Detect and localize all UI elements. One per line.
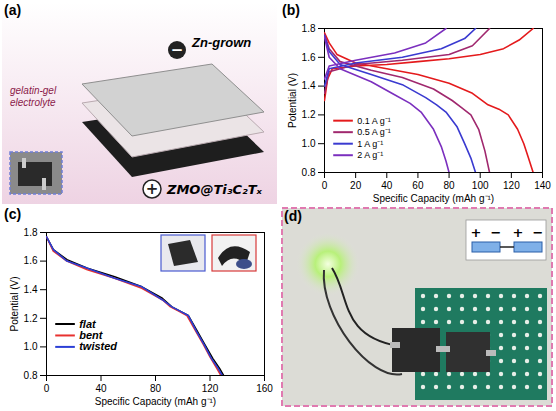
svg-text:1.8: 1.8: [302, 23, 316, 34]
svg-text:+: +: [513, 225, 524, 240]
svg-text:Potential (V): Potential (V): [287, 73, 298, 128]
svg-text:1.2: 1.2: [302, 109, 316, 120]
svg-text:60: 60: [412, 180, 424, 191]
svg-text:1.6: 1.6: [24, 255, 38, 266]
html-text:(d): (d): [284, 208, 302, 224]
svg-text:40: 40: [381, 180, 393, 191]
svg-text:0: 0: [44, 383, 50, 394]
svg-text:Specific Capacity (mAh g⁻¹): Specific Capacity (mAh g⁻¹): [373, 193, 494, 204]
svg-text:80: 80: [150, 383, 162, 394]
svg-text:−: −: [533, 225, 544, 240]
svg-text:1.4: 1.4: [24, 284, 38, 295]
html-text:(a): (a): [4, 2, 22, 18]
svg-text:1.2: 1.2: [24, 313, 38, 324]
svg-text:1.0: 1.0: [302, 138, 316, 149]
svg-text:1 A g⁻¹: 1 A g⁻¹: [357, 139, 383, 149]
svg-text:Potential (V): Potential (V): [9, 276, 20, 331]
svg-text:1.4: 1.4: [302, 80, 316, 91]
html-text:(b): (b): [282, 2, 300, 18]
svg-text:Zn-grown: Zn-grown: [191, 35, 251, 50]
svg-text:+: +: [471, 225, 482, 240]
svg-text:40: 40: [95, 383, 107, 394]
svg-text:2 A g⁻¹: 2 A g⁻¹: [357, 150, 383, 160]
svg-text:twisted: twisted: [79, 340, 117, 352]
svg-text:120: 120: [503, 180, 520, 191]
svg-text:ZMO@Ti₃C₂Tₓ: ZMO@Ti₃C₂Tₓ: [166, 182, 263, 197]
svg-text:0.1 A g⁻¹: 0.1 A g⁻¹: [357, 116, 391, 126]
svg-text:Specific Capacity (mAh g⁻¹): Specific Capacity (mAh g⁻¹): [95, 396, 216, 407]
svg-text:flat: flat: [79, 318, 97, 330]
svg-text:0.8: 0.8: [302, 167, 316, 178]
svg-text:−: −: [171, 41, 184, 59]
svg-text:0.5 A g⁻¹: 0.5 A g⁻¹: [357, 127, 391, 137]
svg-text:120: 120: [202, 383, 219, 394]
svg-text:1.0: 1.0: [24, 341, 38, 352]
svg-text:140: 140: [534, 180, 551, 191]
svg-text:20: 20: [350, 180, 362, 191]
svg-text:1.6: 1.6: [302, 52, 316, 63]
svg-text:160: 160: [256, 383, 273, 394]
svg-text:gelatin-gel: gelatin-gel: [10, 85, 57, 96]
svg-text:80: 80: [444, 180, 456, 191]
svg-text:+: +: [146, 180, 159, 198]
svg-text:electrolyte: electrolyte: [10, 97, 56, 108]
html-text:(c): (c): [4, 206, 22, 222]
svg-text:0.8: 0.8: [24, 370, 38, 381]
svg-text:−: −: [491, 225, 502, 240]
svg-text:100: 100: [472, 180, 489, 191]
svg-text:bent: bent: [79, 329, 104, 341]
svg-text:1.8: 1.8: [24, 227, 38, 238]
svg-text:0: 0: [322, 180, 328, 191]
